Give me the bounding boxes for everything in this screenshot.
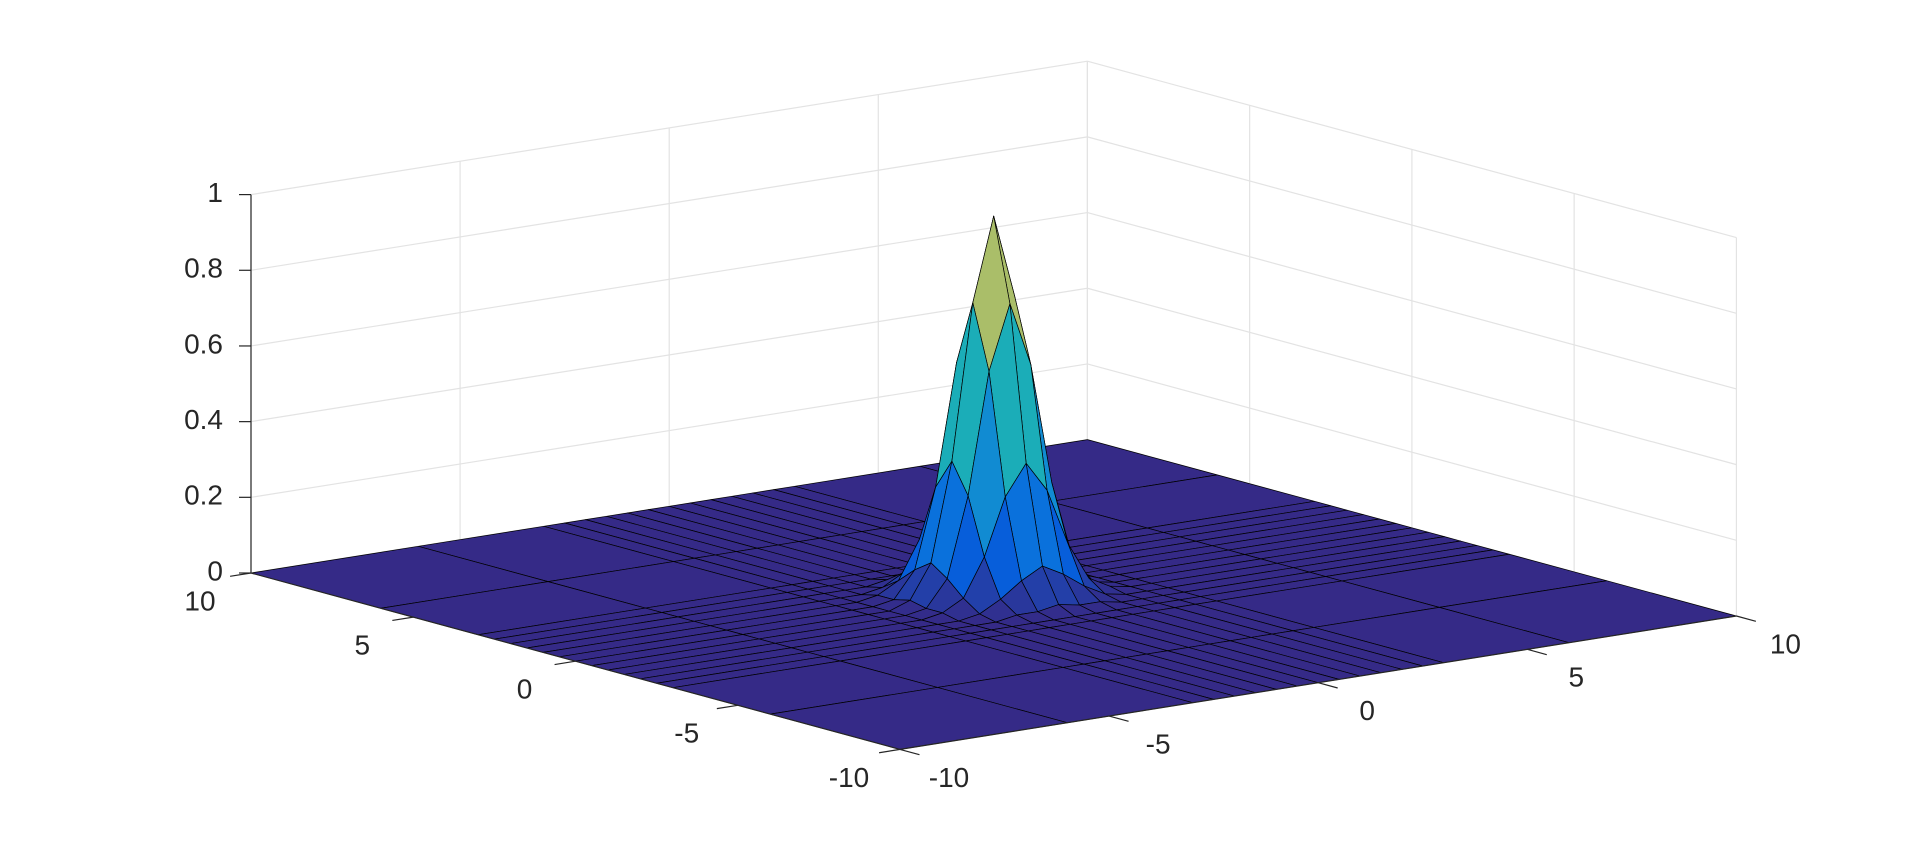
- y-tick-label: -5: [674, 718, 699, 749]
- x-tick-label: -10: [929, 762, 969, 793]
- x-tick: [1318, 682, 1338, 689]
- x-tick: [1108, 715, 1129, 722]
- y-tick-label: -10: [829, 762, 869, 793]
- z-tick-label: 0.4: [184, 404, 223, 435]
- y-tick: [229, 572, 252, 577]
- y-tick-label: 0: [517, 674, 533, 705]
- x-tick-label: 5: [1569, 662, 1585, 693]
- y-tick: [878, 748, 901, 754]
- z-tick-label: 0.8: [184, 253, 223, 284]
- z-tick-label: 0.6: [184, 328, 223, 359]
- x-tick: [1527, 648, 1547, 656]
- z-tick-label: 0.2: [184, 480, 223, 511]
- x-tick-label: 0: [1359, 695, 1375, 726]
- x-tick-label: -5: [1146, 728, 1171, 759]
- y-tick: [716, 704, 738, 710]
- x-tick-label: 10: [1770, 628, 1801, 659]
- x-tick: [1736, 615, 1757, 622]
- z-tick-label: 1: [207, 177, 223, 208]
- x-tick: [899, 748, 920, 756]
- y-tick: [554, 660, 576, 666]
- z-tick-label: 0: [207, 555, 223, 586]
- y-tick-label: 10: [184, 585, 215, 616]
- y-tick: [392, 616, 414, 622]
- y-tick-label: 5: [354, 629, 370, 660]
